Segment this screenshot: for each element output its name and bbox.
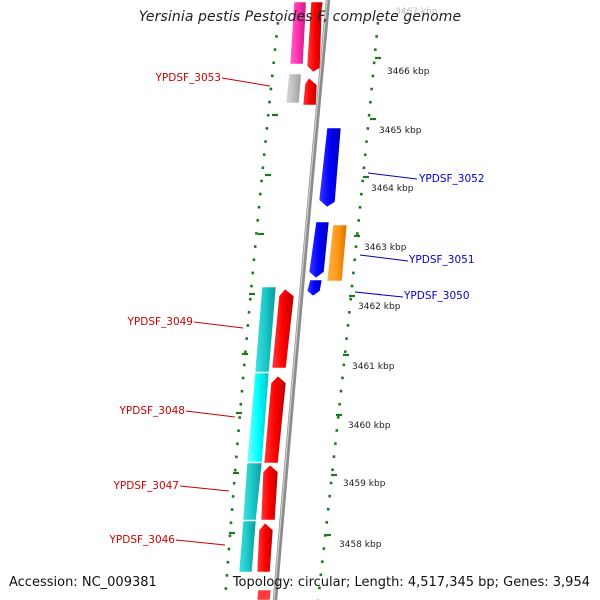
gene-label-YPDSF_3049[interactable]: YPDSF_3049	[126, 316, 193, 328]
gene-YPDSF_3050	[306, 279, 323, 297]
leader-YPDSF_3048	[185, 410, 236, 418]
inner-ring-dashes	[229, 113, 278, 535]
gene-label-YPDSF_3047[interactable]: YPDSF_3047	[112, 480, 179, 492]
leader-YPDSF_3050	[354, 291, 404, 298]
ruler-label-3459: 3459 kbp	[343, 479, 386, 489]
gene-red-lower-3	[260, 464, 279, 521]
gene-red-lower-1	[271, 288, 295, 369]
gene-YPDSF_3048	[246, 372, 270, 463]
leader-YPDSF_3046	[175, 539, 226, 546]
ruler-label-3461: 3461 kbp	[352, 362, 395, 372]
ruler-label-3465: 3465 kbp	[379, 126, 422, 136]
gene-pink	[289, 1, 307, 65]
gene-red-lower-4	[256, 522, 274, 573]
accession-value: NC_009381	[81, 575, 157, 590]
gene-label-YPDSF_3048[interactable]: YPDSF_3048	[118, 405, 185, 417]
length-value: 4,517,345 bp	[407, 575, 495, 590]
leader-YPDSF_3053	[221, 77, 271, 87]
outer-ring-ticks	[325, 56, 381, 537]
accession-info: Accession: NC_009381	[9, 575, 157, 590]
ruler-label-3464: 3464 kbp	[371, 184, 414, 194]
gene-features	[238, 1, 348, 600]
ruler-label-3458: 3458 kbp	[339, 540, 382, 550]
ruler-label-3466: 3466 kbp	[387, 67, 430, 77]
gene-YPDSF_3046	[238, 520, 257, 573]
gene-YPDSF_3052	[318, 127, 342, 208]
gene-orange	[326, 224, 348, 282]
gene-label-YPDSF_3046[interactable]: YPDSF_3046	[108, 534, 175, 546]
genes-value: 3,954	[552, 575, 590, 590]
gene-label-YPDSF_3051[interactable]: YPDSF_3051	[408, 254, 475, 266]
topology-label: Topology:	[232, 575, 294, 590]
gene-label-YPDSF_3052[interactable]: YPDSF_3052	[418, 173, 485, 185]
accession-label: Accession:	[9, 575, 78, 590]
leader-YPDSF_3052	[367, 172, 418, 180]
gene-YPDSF_3051	[308, 221, 330, 279]
gene-YPDSF_3047	[242, 462, 263, 521]
gene-gray-3053	[285, 73, 302, 104]
gene-red-3053-adj	[302, 77, 318, 106]
ruler-label-3467: 3467 kbp	[395, 7, 438, 17]
leader-YPDSF_3051	[359, 254, 409, 262]
genome-stats: Topology: circular; Length: 4,517,345 bp…	[232, 575, 590, 590]
ruler-label-3462: 3462 kbp	[358, 302, 401, 312]
gene-red-lower-2	[263, 375, 287, 464]
leader-YPDSF_3047	[179, 485, 230, 492]
ruler-label-3463: 3463 kbp	[364, 243, 407, 253]
topology-value: circular	[297, 575, 346, 590]
map-title: Yersinia pestis Pestoides F, complete ge…	[138, 9, 462, 25]
gene-label-YPDSF_3053[interactable]: YPDSF_3053	[154, 72, 221, 84]
leader-YPDSF_3049	[193, 321, 244, 329]
genome-backbone	[272, 0, 331, 600]
ruler-label-3460: 3460 kbp	[348, 421, 391, 431]
gene-YPDSF_3049	[254, 286, 277, 373]
gene-label-YPDSF_3050[interactable]: YPDSF_3050	[403, 290, 470, 302]
genes-label: Genes:	[503, 575, 549, 590]
length-label: Length:	[354, 575, 404, 590]
gene-red-bottom	[256, 589, 272, 600]
